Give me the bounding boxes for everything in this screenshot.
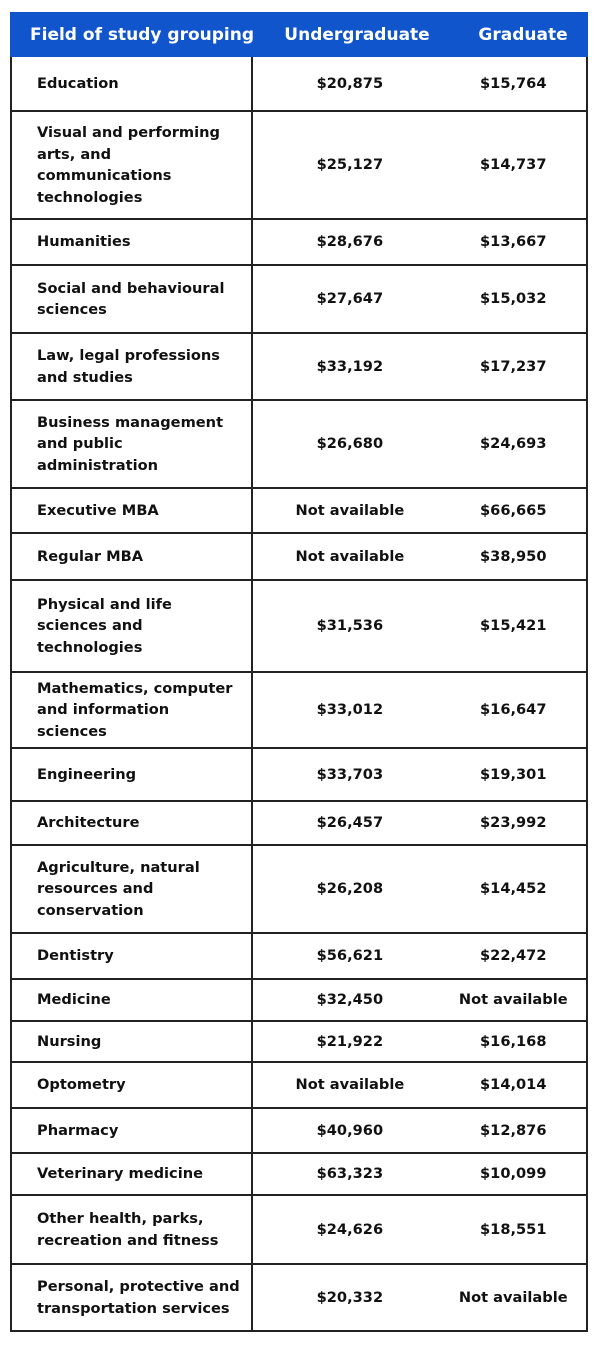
- undergraduate-cell: $20,332: [316, 1288, 384, 1306]
- field-name-cell: Dentistry: [12, 934, 254, 978]
- graduate-cell: $15,764: [480, 74, 547, 92]
- field-name-cell: Architecture: [12, 802, 254, 844]
- header-graduate: Graduate: [478, 24, 568, 45]
- undergraduate-cell: $33,192: [316, 357, 384, 375]
- undergraduate-cell: $56,621: [316, 947, 384, 965]
- field-name-cell: Pharmacy: [12, 1109, 254, 1152]
- graduate-cell: $14,737: [480, 156, 547, 174]
- table-row: Law, legal professions and studies $33,19…: [12, 332, 586, 399]
- graduate-cell: $12,876: [480, 1121, 547, 1139]
- table-row: Humanities $28,676 $13,667: [12, 218, 586, 264]
- field-name-cell: Nursing: [12, 1022, 254, 1061]
- table-row: Veterinary medicine $63,323 $10,099: [12, 1152, 586, 1194]
- undergraduate-cell: $33,012: [316, 701, 384, 719]
- field-name-cell: Humanities: [12, 220, 254, 264]
- graduate-cell: $23,992: [480, 814, 547, 832]
- field-name-cell: Law, legal professions and studies: [12, 334, 254, 399]
- table-body: Education $20,875 $15,764 Visual and perfor…: [10, 57, 588, 1332]
- undergraduate-cell: $21,922: [316, 1032, 384, 1050]
- undergraduate-cell: $63,323: [316, 1165, 384, 1183]
- undergraduate-cell: $25,127: [316, 156, 384, 174]
- field-name-cell: Visual and performing arts, and communic…: [12, 112, 254, 218]
- field-name-cell: Personal, protective and transportation …: [12, 1265, 254, 1330]
- table-row: Dentistry $56,621 $22,472: [12, 932, 586, 978]
- graduate-cell: Not available: [458, 1288, 568, 1306]
- field-name-cell: Regular MBA: [12, 534, 254, 579]
- table-row: Nursing $21,922 $16,168: [12, 1020, 586, 1061]
- field-name-cell: Physical and life sciences and technolog…: [12, 581, 254, 671]
- table-row: Executive MBA Not available $66,665: [12, 487, 586, 532]
- table-row: Pharmacy $40,960 $12,876: [12, 1107, 586, 1152]
- graduate-cell: Not available: [458, 991, 568, 1009]
- field-name-cell: Business management and public administr…: [12, 401, 254, 487]
- table-row: Agriculture, natural resources and conse…: [12, 844, 586, 932]
- undergraduate-cell: Not available: [295, 1076, 405, 1094]
- field-name-cell: Education: [12, 57, 254, 110]
- header-undergraduate: Undergraduate: [284, 24, 430, 45]
- graduate-cell: $19,301: [480, 765, 547, 783]
- graduate-cell: $15,421: [480, 617, 547, 635]
- table-row: Business management and public administr…: [12, 399, 586, 487]
- undergraduate-cell: $26,680: [316, 435, 384, 453]
- undergraduate-cell: $31,536: [316, 617, 384, 635]
- table-header: Field of study grouping Undergraduate Gr…: [10, 12, 588, 57]
- undergraduate-cell: $26,457: [316, 814, 384, 832]
- graduate-cell: $15,032: [480, 290, 547, 308]
- table-row: Social and behavioural sciences $27,647 $1…: [12, 264, 586, 332]
- field-name-cell: Veterinary medicine: [12, 1154, 254, 1194]
- table-row: Optometry Not available $14,014: [12, 1061, 586, 1107]
- graduate-cell: $13,667: [480, 233, 547, 251]
- field-name-cell: Social and behavioural sciences: [12, 266, 254, 332]
- header-field: Field of study grouping: [30, 24, 254, 45]
- graduate-cell: $38,950: [480, 547, 547, 565]
- table-row: Medicine $32,450 Not available: [12, 978, 586, 1020]
- undergraduate-cell: $40,960: [316, 1121, 384, 1139]
- undergraduate-cell: Not available: [295, 547, 405, 565]
- undergraduate-cell: $32,450: [316, 991, 384, 1009]
- graduate-cell: $66,665: [480, 501, 547, 519]
- graduate-cell: $16,647: [480, 701, 547, 719]
- field-name-cell: Engineering: [12, 749, 254, 800]
- field-name-cell: Agriculture, natural resources and conse…: [12, 846, 254, 932]
- undergraduate-cell: $26,208: [316, 880, 384, 898]
- undergraduate-cell: $33,703: [316, 765, 384, 783]
- table-row: Physical and life sciences and technolog…: [12, 579, 586, 671]
- graduate-cell: $14,452: [480, 880, 547, 898]
- graduate-cell: $17,237: [480, 357, 547, 375]
- field-name-cell: Executive MBA: [12, 489, 254, 532]
- table-row: Education $20,875 $15,764: [12, 57, 586, 110]
- graduate-cell: $18,551: [480, 1220, 547, 1238]
- table-row: Mathematics, computer and information sc…: [12, 671, 586, 747]
- field-name-cell: Other health, parks, recreation and fitn…: [12, 1196, 254, 1263]
- table-row: Visual and performing arts, and communic…: [12, 110, 586, 218]
- field-name-cell: Medicine: [12, 980, 254, 1020]
- undergraduate-cell: $27,647: [316, 290, 384, 308]
- table-row: Architecture $26,457 $23,992: [12, 800, 586, 844]
- undergraduate-cell: $28,676: [316, 233, 384, 251]
- undergraduate-cell: Not available: [295, 501, 405, 519]
- graduate-cell: $22,472: [480, 947, 547, 965]
- graduate-cell: $16,168: [480, 1032, 547, 1050]
- graduate-cell: $24,693: [480, 435, 547, 453]
- field-name-cell: Mathematics, computer and information sc…: [12, 673, 254, 747]
- table-row: Personal, protective and transportation …: [12, 1263, 586, 1330]
- table-row: Engineering $33,703 $19,301: [12, 747, 586, 800]
- tuition-table: Field of study grouping Undergraduate Gr…: [10, 12, 588, 1332]
- undergraduate-cell: $20,875: [316, 74, 384, 92]
- table-row: Other health, parks, recreation and fitn…: [12, 1194, 586, 1263]
- table-row: Regular MBA Not available $38,950: [12, 532, 586, 579]
- graduate-cell: $14,014: [480, 1076, 547, 1094]
- field-name-cell: Optometry: [12, 1063, 254, 1107]
- undergraduate-cell: $24,626: [316, 1220, 384, 1238]
- graduate-cell: $10,099: [480, 1165, 547, 1183]
